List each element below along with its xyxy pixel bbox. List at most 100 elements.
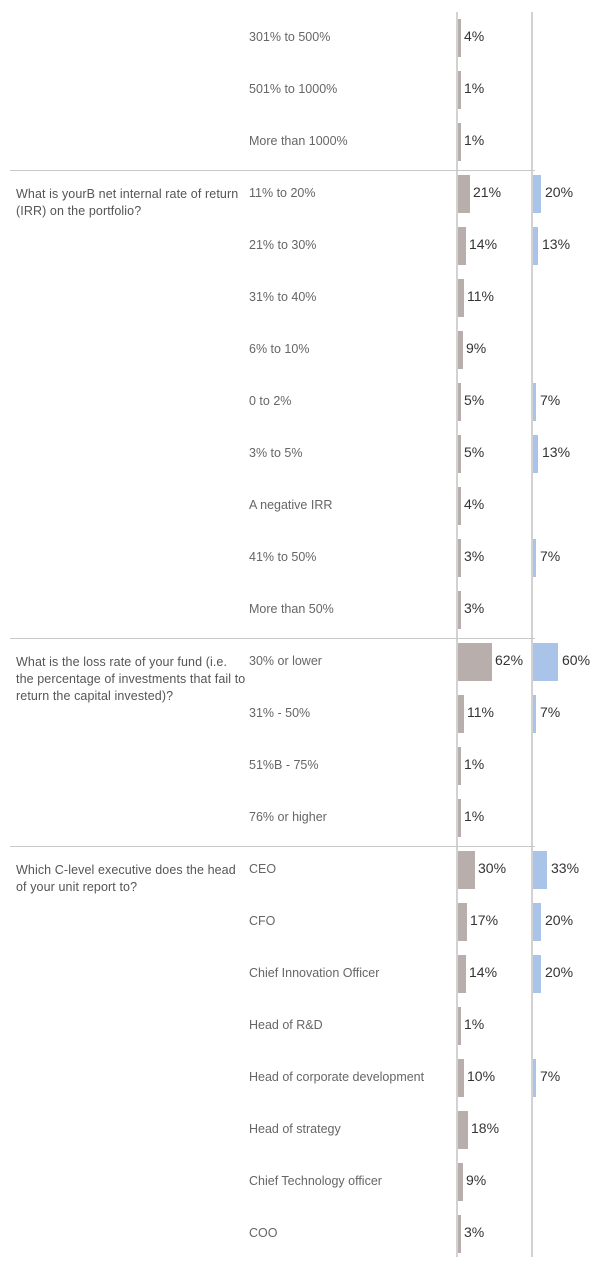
value-label-series-a: 1% (464, 132, 485, 148)
bar-series-a (458, 71, 461, 109)
answer-row: 0 to 2% 5% 7% (0, 376, 600, 428)
bar-series-a (458, 903, 467, 941)
value-label-series-a: 17% (470, 912, 499, 928)
value-label-series-b: 13% (542, 444, 571, 460)
bar-series-a (458, 279, 464, 317)
answer-row: Head of strategy 18% (0, 1104, 600, 1156)
bar-series-a (458, 1007, 461, 1045)
value-label-series-a: 5% (464, 444, 485, 460)
answer-row: 41% to 50% 3% 7% (0, 532, 600, 584)
group-divider (10, 638, 535, 639)
value-label-series-b: 20% (545, 184, 574, 200)
bar-series-a (458, 487, 461, 525)
value-label-series-a: 9% (466, 1172, 487, 1188)
answer-label: Head of strategy (249, 1122, 341, 1136)
answer-row: CEO 30% 33% (0, 844, 600, 896)
bar-series-a (458, 799, 461, 837)
bar-series-a (458, 1059, 464, 1097)
bar-series-a (458, 747, 461, 785)
answer-label: 41% to 50% (249, 550, 317, 564)
value-label-series-b: 7% (540, 1068, 561, 1084)
answer-row: More than 1000% 1% (0, 116, 600, 168)
bar-series-b (533, 1059, 536, 1097)
value-label-series-a: 14% (469, 964, 498, 980)
answer-label: 11% to 20% (249, 186, 316, 200)
value-label-series-a: 1% (464, 80, 485, 96)
value-label-series-b: 7% (540, 548, 561, 564)
bar-series-b (533, 643, 558, 681)
bar-series-a (458, 643, 492, 681)
value-label-series-a: 4% (464, 28, 485, 44)
bar-series-a (458, 851, 475, 889)
value-label-series-b: 33% (551, 860, 580, 876)
value-label-series-b: 20% (545, 964, 574, 980)
value-label-series-a: 1% (464, 756, 485, 772)
bar-series-b (533, 435, 538, 473)
answer-label: 3% to 5% (249, 446, 303, 460)
bar-series-a (458, 175, 470, 213)
value-label-series-a: 18% (471, 1120, 500, 1136)
answer-label: Head of corporate development (249, 1070, 425, 1084)
answer-label: More than 1000% (249, 134, 348, 148)
bar-series-b (533, 383, 536, 421)
value-label-series-a: 4% (464, 496, 485, 512)
value-label-series-a: 3% (464, 600, 485, 616)
bar-series-b (533, 955, 541, 993)
answer-label: COO (249, 1226, 278, 1240)
value-label-series-a: 62% (495, 652, 524, 668)
bar-series-a (458, 695, 464, 733)
answer-label: CEO (249, 862, 277, 876)
answer-label: 76% or higher (249, 810, 327, 824)
answer-row: Head of R&D 1% (0, 1000, 600, 1052)
answer-label: 21% to 30% (249, 238, 317, 252)
answer-row: 51%B - 75% 1% (0, 740, 600, 792)
answer-label: Chief Innovation Officer (249, 966, 380, 980)
answer-row: 6% to 10% 9% (0, 324, 600, 376)
answer-row: A negative IRR 4% (0, 480, 600, 532)
value-label-series-b: 7% (540, 392, 561, 408)
question-text: Which C-level executive does the head of… (16, 863, 236, 894)
bar-series-b (533, 695, 536, 733)
bar-series-b (533, 851, 547, 889)
answer-row: 3% to 5% 5% 13% (0, 428, 600, 480)
value-label-series-a: 3% (464, 1224, 485, 1240)
bar-series-a (458, 331, 463, 369)
answer-row: More than 50% 3% (0, 584, 600, 636)
series-b-axis (531, 12, 533, 1257)
answer-label: 501% to 1000% (249, 82, 338, 96)
bar-series-a (458, 1163, 463, 1201)
answer-row: Chief Innovation Officer 14% 20% (0, 948, 600, 1000)
value-label-series-a: 9% (466, 340, 487, 356)
answer-row: 21% to 30% 14% 13% (0, 220, 600, 272)
bar-series-a (458, 539, 461, 577)
bar-series-a (458, 435, 461, 473)
bar-series-b (533, 903, 541, 941)
answer-row: COO 3% (0, 1208, 600, 1260)
bar-series-b (533, 175, 541, 213)
question-text: What is yourB net internal rate of retur… (16, 187, 239, 218)
question-text: What is the loss rate of your fund (i.e.… (16, 655, 246, 703)
bar-series-a (458, 1111, 468, 1149)
answer-label: CFO (249, 914, 276, 928)
value-label-series-b: 20% (545, 912, 574, 928)
answer-row: Chief Technology officer 9% (0, 1156, 600, 1208)
value-label-series-b: 60% (562, 652, 591, 668)
answer-row: 31% - 50% 11% 7% (0, 688, 600, 740)
value-label-series-a: 1% (464, 808, 485, 824)
answer-row: 30% or lower 62% 60% (0, 636, 600, 688)
answer-label: 51%B - 75% (249, 758, 319, 772)
answer-label: 30% or lower (249, 654, 322, 668)
bar-series-a (458, 383, 461, 421)
bar-series-a (458, 123, 461, 161)
answer-label: 6% to 10% (249, 342, 310, 356)
value-label-series-b: 7% (540, 704, 561, 720)
answer-row: Head of corporate development 10% 7% (0, 1052, 600, 1104)
answer-row: 501% to 1000% 1% (0, 64, 600, 116)
bar-series-a (458, 19, 461, 57)
bar-series-a (458, 1215, 461, 1253)
value-label-series-a: 14% (469, 236, 498, 252)
answer-label: 301% to 500% (249, 30, 331, 44)
bar-series-a (458, 227, 466, 265)
bar-series-a (458, 955, 466, 993)
